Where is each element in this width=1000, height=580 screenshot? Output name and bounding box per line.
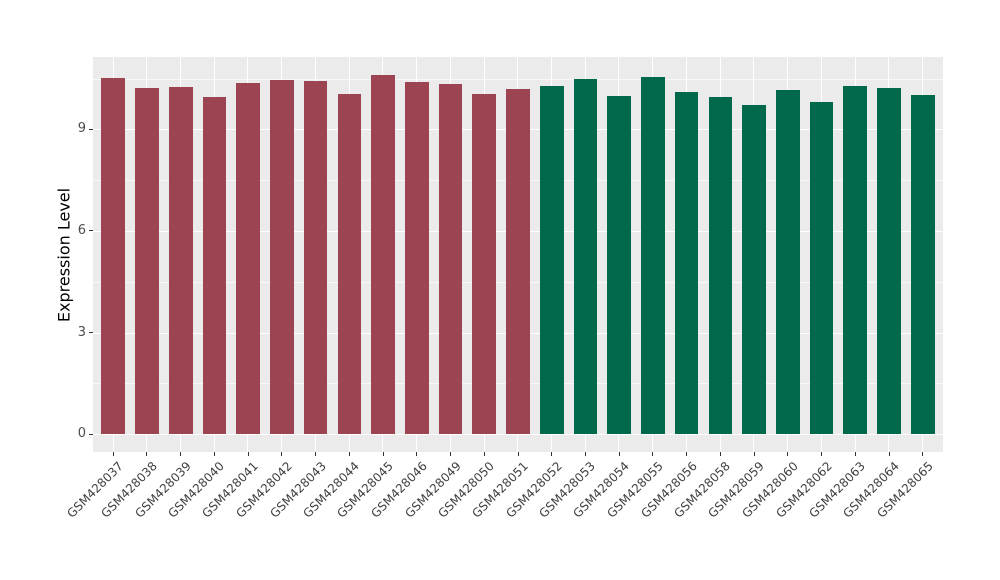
y-axis-title: Expression Level [54,187,74,322]
x-tick [146,452,148,456]
x-tick [854,452,856,456]
y-tick [89,128,93,130]
x-tick [618,452,620,456]
bar [337,93,362,435]
bar [607,95,631,435]
bar [641,76,665,435]
x-tick [112,452,114,456]
bar [168,87,193,435]
y-tick [89,433,93,435]
y-axis-tick-label: 3 [77,324,86,340]
bar [303,81,328,435]
x-tick [719,452,721,456]
bar [371,74,395,435]
bar [506,89,530,435]
bar [910,94,935,435]
x-tick [281,452,283,456]
x-tick [584,452,586,456]
bar [405,82,429,435]
x-tick [450,452,452,456]
y-tick [89,332,93,333]
y-axis-tick-label: 0 [77,426,86,442]
y-axis-tick-label: 9 [77,121,86,137]
bar [573,78,598,435]
bar [438,84,463,435]
x-tick [888,452,890,456]
bar [776,90,800,435]
x-tick [821,452,823,456]
x-tick [787,452,789,456]
x-tick [652,452,654,456]
bar [843,86,868,435]
x-tick [922,452,924,456]
y-tick [89,230,93,232]
bar [742,104,766,435]
x-tick [416,452,418,456]
bar [809,102,834,435]
x-tick [348,452,350,456]
y-axis-tick-label: 6 [77,222,86,238]
bar [202,97,227,435]
x-tick [315,452,317,456]
bar [135,88,159,435]
plot-panel [93,57,943,452]
x-tick [213,452,215,456]
bar [877,88,901,435]
bar [270,80,294,435]
x-tick [180,452,182,456]
x-tick [686,452,688,456]
bar [236,83,260,435]
x-tick [247,452,249,456]
bar [101,78,126,435]
bar [708,96,733,435]
x-tick [753,452,755,456]
x-tick [483,452,485,456]
x-tick [382,452,384,456]
x-tick [551,452,553,456]
bar [539,85,564,435]
x-tick [517,452,519,456]
bar [674,91,699,435]
bar [472,94,497,435]
